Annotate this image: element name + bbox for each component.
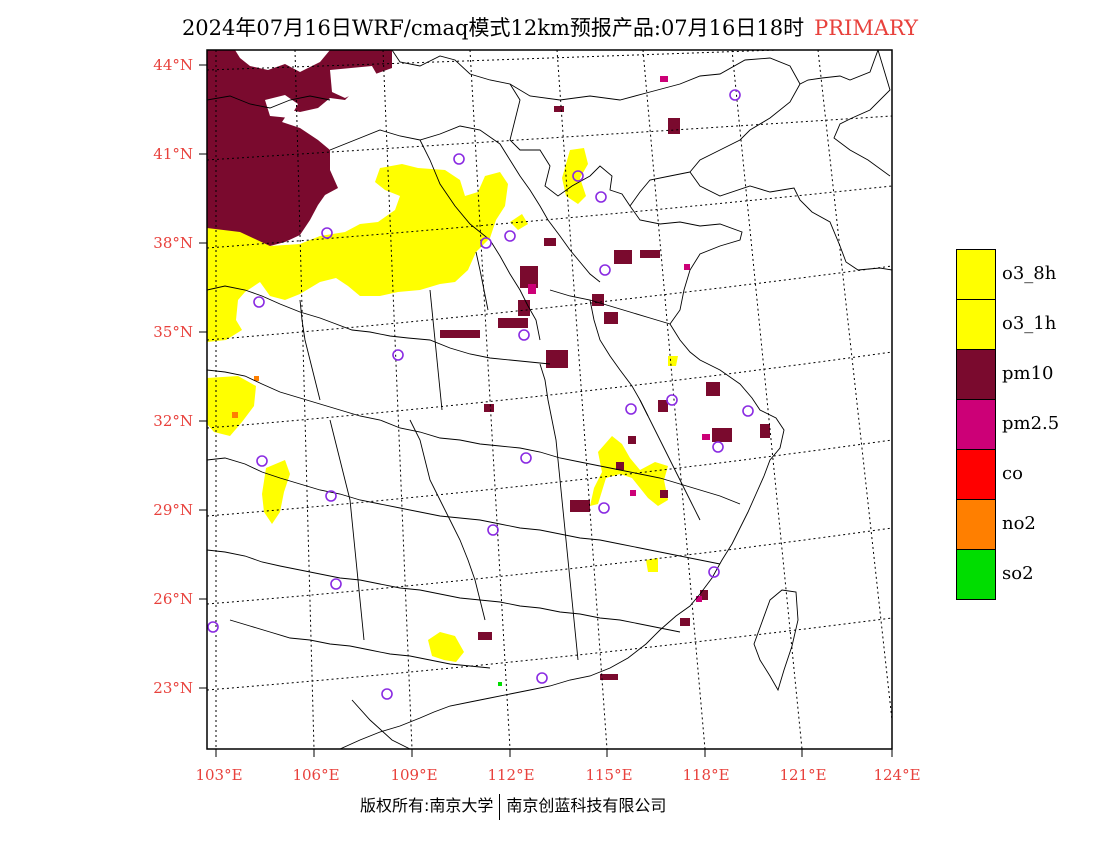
copyright-footer: 版权所有:南京大学 南京创蓝科技有限公司 xyxy=(360,792,666,820)
legend-label: co xyxy=(1002,463,1023,484)
station-marker xyxy=(599,264,611,276)
lat-label: 26°N xyxy=(153,590,193,608)
legend-item-o3-1h: o3_1h xyxy=(956,299,1084,350)
lon-label: 124°E xyxy=(873,766,921,784)
legend-swatch xyxy=(956,399,996,450)
legend-item-pm25: pm2.5 xyxy=(956,399,1084,450)
pollutant-legend: o3_8h o3_1h pm10 pm2.5 co no2 so2 xyxy=(956,249,1084,600)
station-marker xyxy=(572,170,584,182)
legend-swatch xyxy=(956,349,996,400)
lon-label: 118°E xyxy=(682,766,730,784)
legend-swatch xyxy=(956,499,996,550)
legend-label: so2 xyxy=(1002,563,1034,584)
legend-swatch xyxy=(956,249,996,300)
no2-patch xyxy=(232,412,238,418)
lat-label: 35°N xyxy=(153,323,193,341)
station-marker xyxy=(729,89,741,101)
o3-regions xyxy=(207,148,678,662)
station-marker xyxy=(520,452,532,464)
station-marker xyxy=(487,524,499,536)
lon-label: 121°E xyxy=(779,766,827,784)
station-marker xyxy=(330,578,342,590)
station-marker xyxy=(595,191,607,203)
legend-item-co: co xyxy=(956,449,1084,500)
station-marker xyxy=(625,403,637,415)
lat-label: 38°N xyxy=(153,234,193,252)
map-title-tag: PRIMARY xyxy=(814,16,919,40)
station-marker xyxy=(321,227,333,239)
graticule xyxy=(207,50,892,749)
legend-label: no2 xyxy=(1002,513,1036,534)
station-marker xyxy=(666,394,678,406)
station-marker xyxy=(325,490,337,502)
axis-ticks xyxy=(199,64,893,757)
legend-item-no2: no2 xyxy=(956,499,1084,550)
legend-item-o3-8h: o3_8h xyxy=(956,249,1084,300)
station-marker xyxy=(536,672,548,684)
lat-label: 44°N xyxy=(153,56,193,74)
station-marker xyxy=(504,230,516,242)
station-marker xyxy=(207,621,219,633)
lat-label: 23°N xyxy=(153,679,193,697)
map-frame xyxy=(206,49,893,750)
legend-item-pm10: pm10 xyxy=(956,349,1084,400)
station-marker xyxy=(453,153,465,165)
legend-label: pm10 xyxy=(1002,363,1054,384)
station-marker xyxy=(392,349,404,361)
legend-swatch xyxy=(956,449,996,500)
map-title: 2024年07月16日WRF/cmaq模式12km预报产品:07月16日18时 P… xyxy=(0,12,1100,42)
copyright-left: 版权所有:南京大学 xyxy=(360,796,494,815)
lon-label: 106°E xyxy=(292,766,340,784)
lon-label: 112°E xyxy=(487,766,535,784)
station-marker xyxy=(480,237,492,249)
station-marker xyxy=(518,329,530,341)
lat-label: 29°N xyxy=(153,501,193,519)
station-marker xyxy=(598,502,610,514)
copyright-right: 南京创蓝科技有限公司 xyxy=(506,796,667,815)
lat-label: 32°N xyxy=(153,412,193,430)
legend-swatch xyxy=(956,299,996,350)
pm10-region-northwest xyxy=(207,50,392,246)
station-marker xyxy=(708,566,720,578)
lon-label: 109°E xyxy=(390,766,438,784)
station-marker xyxy=(253,296,265,308)
lon-label: 103°E xyxy=(195,766,243,784)
legend-label: pm2.5 xyxy=(1002,413,1060,434)
station-marker xyxy=(742,405,754,417)
map-title-main: 2024年07月16日WRF/cmaq模式12km预报产品:07月16日18时 xyxy=(181,16,805,40)
so2-patch xyxy=(498,682,502,686)
station-marker xyxy=(712,441,724,453)
station-markers xyxy=(207,89,754,700)
lat-label: 41°N xyxy=(153,145,193,163)
station-marker xyxy=(256,455,268,467)
station-marker xyxy=(381,688,393,700)
legend-swatch xyxy=(956,549,996,600)
legend-label: o3_1h xyxy=(1002,313,1057,334)
legend-item-so2: so2 xyxy=(956,549,1084,600)
boundaries xyxy=(207,50,892,749)
pm25-patches xyxy=(528,76,710,602)
lon-label: 115°E xyxy=(585,766,633,784)
no2-patch xyxy=(254,376,259,381)
footer-divider xyxy=(499,793,501,820)
legend-label: o3_8h xyxy=(1002,263,1057,284)
